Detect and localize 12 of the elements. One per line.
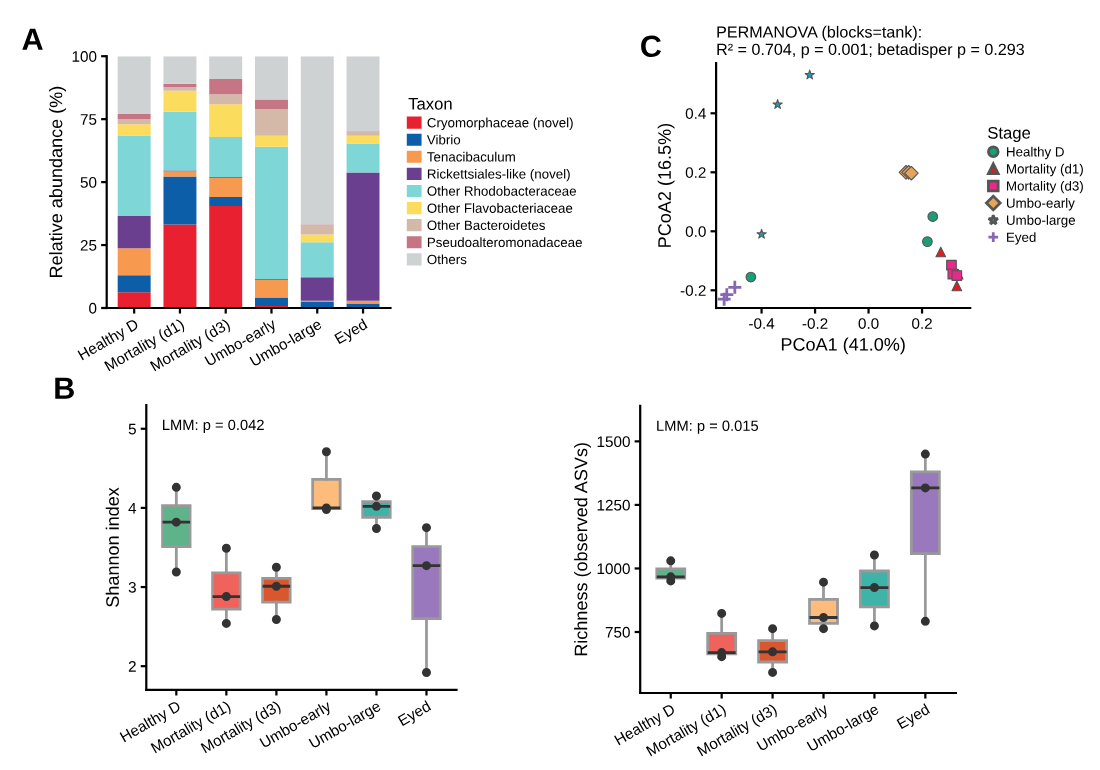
text: B — [55, 377, 74, 399]
x-axis-title: PCoA1 (41.0%) — [781, 337, 905, 355]
y-axis-title: PCoA2 (16.5%) — [657, 123, 675, 247]
y-axis-title: Relative abundance (%) — [49, 86, 66, 277]
legend-title: Taxon — [408, 98, 452, 110]
text: A — [22, 28, 43, 50]
chart-subtitle: R² = 0.704, p = 0.001; betadisper p = 0.293 — [717, 43, 1024, 59]
text: C — [641, 35, 662, 58]
legend-title: Stage — [988, 126, 1031, 143]
y-axis-title: Shannon index — [105, 487, 119, 607]
y-axis-title: Richness (observed ASVs) — [574, 443, 591, 656]
chart-title: PERMANOVA (blocks=tank): — [717, 25, 921, 41]
